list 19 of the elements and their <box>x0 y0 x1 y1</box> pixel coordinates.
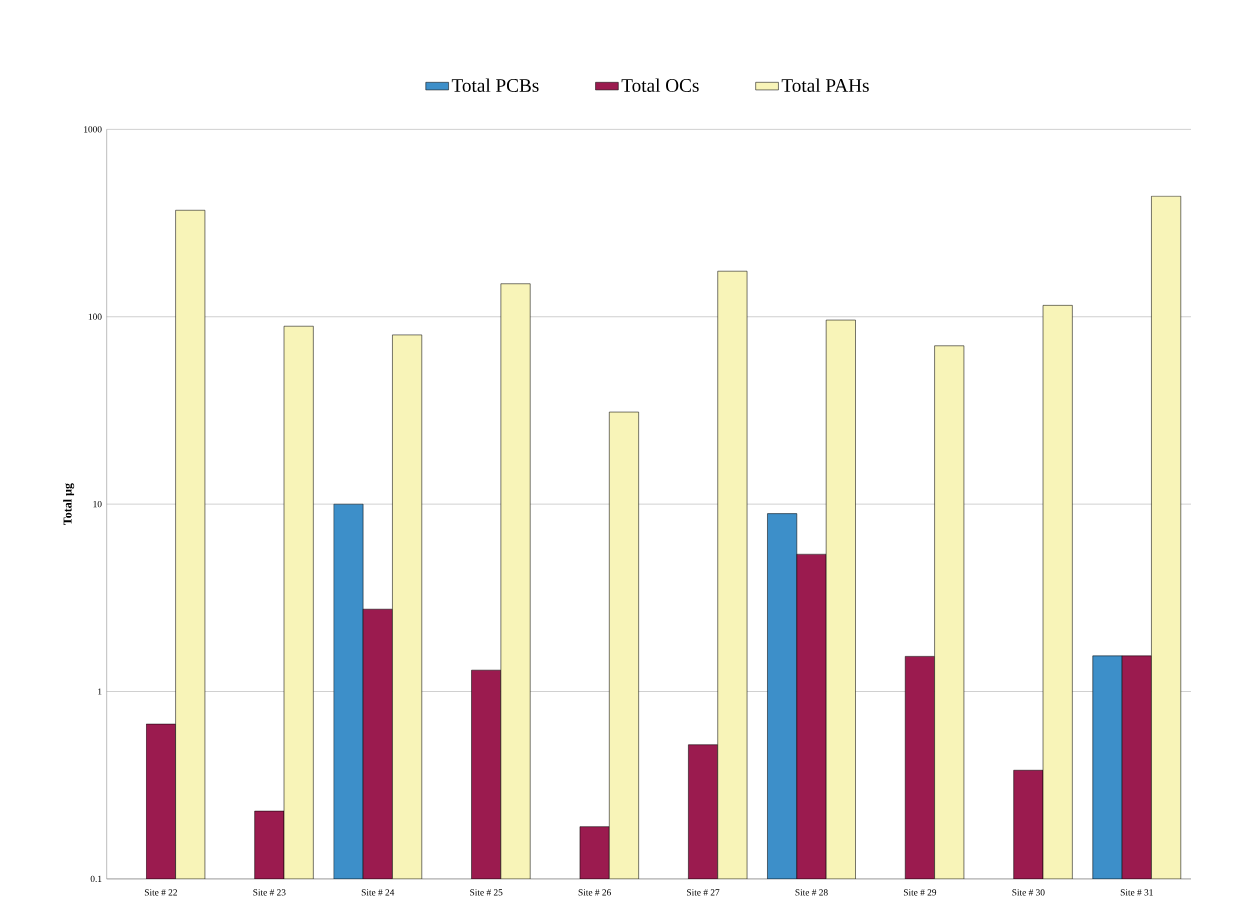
x-tick-label: Site # 24 <box>361 889 395 896</box>
x-tick-label: Site # 23 <box>253 889 286 896</box>
x-tick-label: Site # 27 <box>687 889 720 896</box>
y-tick-label: 10 <box>93 500 102 508</box>
y-tick-label: 100 <box>88 313 102 320</box>
y-axis-title: Total µg <box>63 483 75 525</box>
x-tick-label: Site # 28 <box>795 889 828 896</box>
y-tick-label: 1 <box>98 688 102 695</box>
y-tick-label: 1000 <box>84 126 102 133</box>
x-tick-label: Site # 29 <box>903 889 937 896</box>
x-tick-label: Site # 31 <box>1120 889 1153 896</box>
x-tick-label: Site # 30 <box>1012 889 1045 896</box>
legend-label: Total OCs <box>621 78 699 92</box>
x-tick-label: Site # 25 <box>470 889 503 896</box>
x-tick-label: Site # 26 <box>578 889 611 896</box>
legend-label: Total PCBs <box>451 78 539 92</box>
legend-label: Total PAHs <box>781 78 869 92</box>
x-tick-label: Site # 22 <box>144 889 177 896</box>
y-tick-label: 0.1 <box>90 875 102 882</box>
